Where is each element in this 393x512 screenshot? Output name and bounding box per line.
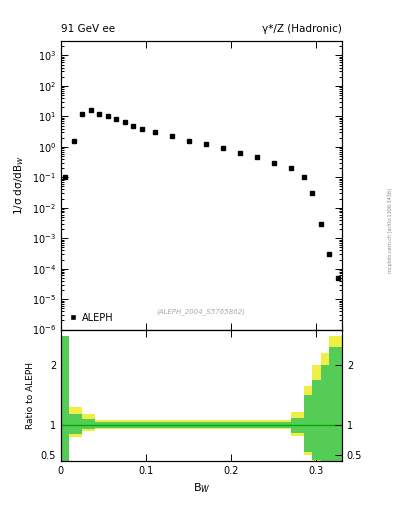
Y-axis label: Ratio to ALEPH: Ratio to ALEPH [26,361,35,429]
Text: (ALEPH_2004_S5765862): (ALEPH_2004_S5765862) [157,308,246,315]
Text: γ*/Z (Hadronic): γ*/Z (Hadronic) [262,24,342,34]
Text: mcplots.cern.ch [arXiv:1306.3436]: mcplots.cern.ch [arXiv:1306.3436] [388,188,393,273]
Text: 91 GeV ee: 91 GeV ee [61,24,115,34]
Y-axis label: 1/σ dσ/dB$_W$: 1/σ dσ/dB$_W$ [13,155,26,215]
X-axis label: B$_W$: B$_W$ [193,481,210,495]
Legend: ALEPH: ALEPH [66,311,116,325]
